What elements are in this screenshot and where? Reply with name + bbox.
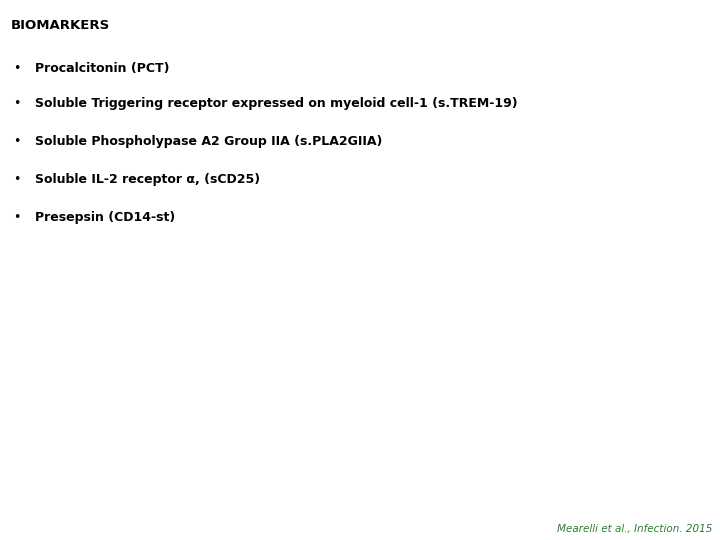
Text: •: • [13,97,20,110]
Text: BIOMARKERS: BIOMARKERS [11,19,110,32]
Text: •: • [13,173,20,186]
Text: Soluble Phospholypase A2 Group IIA (s.PLA2GIIA): Soluble Phospholypase A2 Group IIA (s.PL… [35,135,382,148]
Text: Soluble IL-2 receptor α, (sCD25): Soluble IL-2 receptor α, (sCD25) [35,173,260,186]
Text: •: • [13,135,20,148]
Text: •: • [13,62,20,75]
Text: Presepsin (CD14-st): Presepsin (CD14-st) [35,211,175,224]
Text: •: • [13,211,20,224]
Text: Soluble Triggering receptor expressed on myeloid cell-1 (s.TREM-19): Soluble Triggering receptor expressed on… [35,97,517,110]
Text: Mearelli et al., Infection. 2015: Mearelli et al., Infection. 2015 [557,523,713,534]
Text: Procalcitonin (PCT): Procalcitonin (PCT) [35,62,169,75]
